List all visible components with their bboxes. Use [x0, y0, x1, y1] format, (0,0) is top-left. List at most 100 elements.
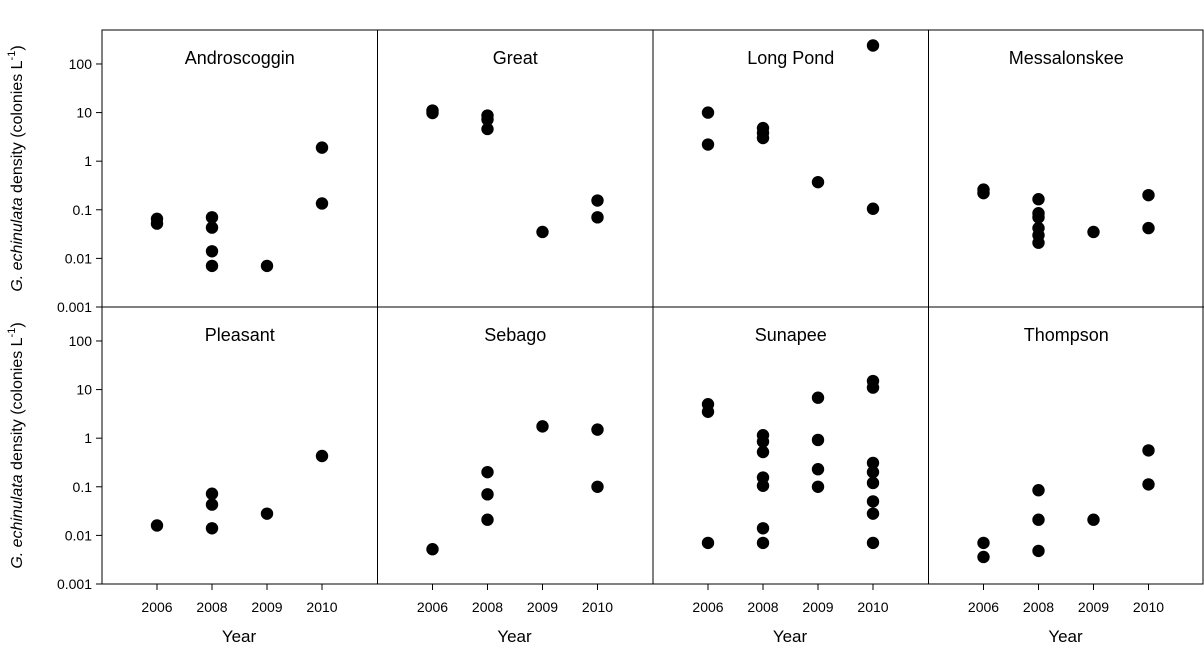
panel-title: Sunapee [755, 325, 827, 345]
data-point [205, 211, 219, 224]
data-point [426, 106, 439, 120]
x-tick-label: 2006 [692, 599, 723, 615]
data-point [866, 507, 880, 520]
data-point [756, 445, 770, 459]
data-point [205, 221, 219, 234]
y-axis-label-close: ) [9, 45, 26, 50]
data-point [811, 480, 825, 493]
data-point [811, 463, 825, 476]
data-point [756, 131, 770, 145]
data-point [536, 420, 549, 433]
panel-title: Great [493, 48, 538, 68]
data-point [1087, 513, 1100, 526]
data-point [866, 536, 880, 550]
x-axis-label: Year [222, 627, 257, 646]
y-tick-label: 0.1 [73, 202, 93, 218]
x-tick-label: 2008 [196, 599, 227, 615]
x-tick-label: 2006 [968, 599, 999, 615]
y-tick-label: 1 [84, 153, 92, 169]
data-point [150, 519, 164, 532]
data-point [591, 194, 604, 207]
panel-title: Messalonskee [1009, 48, 1124, 68]
data-point [150, 217, 164, 230]
x-tick-label: 2010 [582, 599, 613, 615]
data-point [1032, 211, 1045, 224]
data-point [811, 391, 825, 404]
y-axis-label-close: ) [9, 322, 26, 327]
panel-title: Androscoggin [185, 48, 295, 68]
data-point [481, 113, 494, 126]
data-point [811, 175, 825, 189]
y-tick-label: 10 [76, 382, 92, 398]
y-tick-label: 0.001 [57, 576, 92, 592]
data-point [977, 186, 990, 200]
y-tick-label: 1 [84, 430, 92, 446]
data-point [205, 522, 219, 535]
data-point [811, 433, 825, 447]
x-tick-label: 2006 [417, 599, 448, 615]
data-point [866, 495, 880, 508]
x-tick-label: 2009 [527, 599, 558, 615]
y-axis-label: G. echinulata density (colonies L-1) [6, 322, 26, 568]
panel-title: Long Pond [747, 48, 834, 68]
x-tick-label: 2010 [1133, 599, 1164, 615]
data-point [866, 202, 880, 215]
data-point [866, 39, 880, 52]
y-tick-label: 100 [69, 56, 93, 72]
data-point [205, 487, 219, 500]
y-tick-label: 0.1 [73, 479, 93, 495]
x-tick-label: 2010 [306, 599, 337, 615]
data-point [756, 522, 770, 535]
data-point [701, 138, 715, 151]
data-point [1142, 478, 1155, 491]
y-axis-label: G. echinulata density (colonies L-1) [6, 45, 26, 291]
data-point [1032, 544, 1045, 558]
data-point [701, 405, 715, 418]
panel-title: Thompson [1024, 325, 1109, 345]
x-tick-label: 2009 [251, 599, 282, 615]
data-point [481, 488, 494, 501]
y-axis-label-units: density (colonies L [9, 337, 26, 474]
y-tick-label: 0.01 [65, 527, 92, 543]
x-tick-label: 2008 [1023, 599, 1054, 615]
y-axis-label-units: density (colonies L [9, 60, 26, 197]
data-point [866, 465, 880, 479]
x-tick-label: 2009 [1078, 599, 1109, 615]
data-point [1142, 221, 1155, 235]
x-tick-label: 2010 [857, 599, 888, 615]
data-point [701, 106, 715, 119]
data-point [977, 550, 990, 564]
data-point [481, 465, 494, 479]
x-tick-label: 2009 [802, 599, 833, 615]
data-point [205, 245, 219, 258]
data-point [481, 513, 494, 526]
data-point [1142, 444, 1155, 457]
x-tick-label: 2008 [747, 599, 778, 615]
y-tick-label: 0.01 [65, 250, 92, 266]
data-point [481, 122, 494, 136]
panel-title: Pleasant [205, 325, 275, 345]
y-axis-label-species: G. echinulata [9, 474, 26, 568]
data-point [591, 480, 604, 493]
y-axis-label-species: G. echinulata [9, 197, 26, 291]
data-point [866, 381, 880, 394]
data-point [756, 536, 770, 550]
data-point [756, 435, 770, 448]
data-point [591, 423, 604, 436]
x-axis-label: Year [773, 627, 808, 646]
y-tick-label: 100 [69, 333, 93, 349]
data-point [260, 259, 274, 273]
data-point [1032, 484, 1045, 497]
data-point [205, 498, 219, 511]
data-point [866, 456, 880, 470]
y-axis-label-superscript: -1 [6, 51, 18, 61]
data-point [1087, 225, 1100, 239]
data-point [315, 449, 329, 463]
x-tick-label: 2006 [141, 599, 172, 615]
data-point [260, 507, 274, 520]
data-point [205, 259, 219, 273]
data-point [315, 197, 329, 210]
data-point [591, 211, 604, 224]
data-point [977, 536, 990, 550]
